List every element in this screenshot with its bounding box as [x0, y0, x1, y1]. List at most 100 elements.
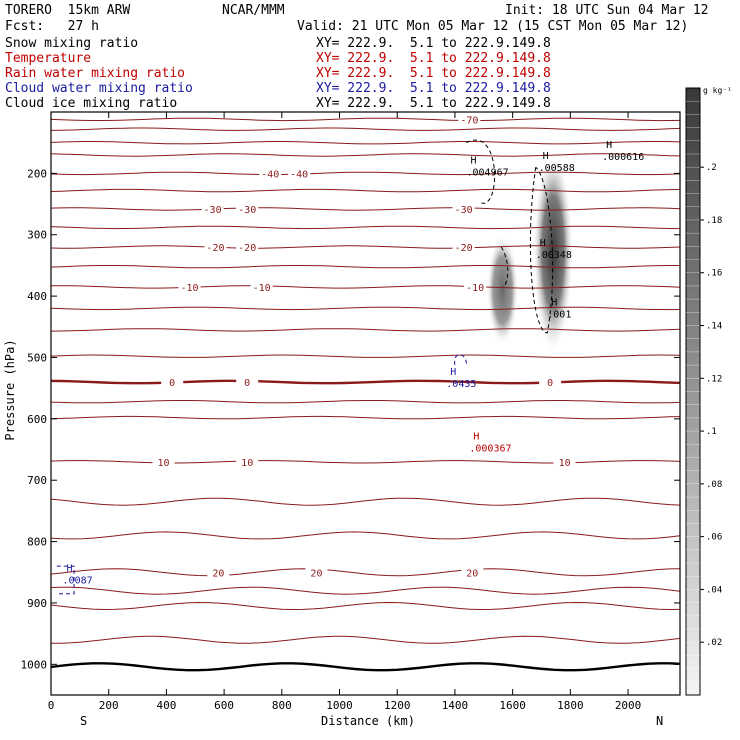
extrema-value-label: .000616	[602, 152, 644, 163]
x-tick-label: 2000	[615, 699, 642, 712]
isotherm-label: 10	[241, 458, 253, 469]
isotherm-label: 0	[244, 378, 250, 389]
isotherm-label: -30	[238, 205, 256, 216]
x-tick-label: 1400	[442, 699, 469, 712]
x-tick-label: 1000	[326, 699, 353, 712]
isotherm-line	[51, 207, 680, 211]
x-end-label-north: N	[656, 714, 663, 728]
isotherm-line	[51, 415, 680, 420]
extrema-value-label: .0087	[63, 575, 93, 586]
colorbar-unit: g kg⁻¹	[703, 86, 732, 95]
x-tick-label: 200	[99, 699, 119, 712]
isotherm-line	[51, 379, 680, 385]
extrema-value-label: .004967	[466, 167, 508, 178]
isotherm-line	[51, 285, 680, 289]
isotherm-label-bg	[539, 376, 562, 389]
isotherm-label-bg	[452, 241, 475, 254]
isotherm-label-bg	[553, 455, 576, 468]
isotherm-label: -70	[460, 115, 478, 126]
isotherm-label: 0	[547, 378, 553, 389]
isotherm-label-bg	[204, 241, 227, 254]
legend-xy-cloud-water: XY= 222.9. 5.1 to 222.9.149.8	[316, 81, 551, 96]
isotherm-label-bg	[236, 376, 259, 389]
isotherm-line	[51, 662, 680, 672]
isotherm-line	[51, 497, 680, 506]
snow-shaded-region	[486, 234, 519, 346]
isotherm-label: -40	[290, 169, 308, 180]
legend-name-rain: Rain water mixing ratio	[5, 66, 186, 81]
colorbar-tick-label: .2	[706, 163, 717, 173]
extrema-marker: H	[450, 367, 456, 378]
isotherm-label-bg	[178, 280, 201, 293]
extrema-value-label: .000367	[469, 444, 511, 455]
isotherm-line	[51, 141, 680, 145]
header-fcst: Fcst: 27 h	[5, 19, 99, 34]
legend-name-cloud-ice: Cloud ice mixing ratio	[5, 96, 178, 111]
isotherm-label-bg	[288, 167, 311, 180]
moisture-contours	[56, 139, 554, 595]
isotherm-label: 20	[466, 568, 478, 579]
isotherm-label-bg	[207, 566, 230, 579]
colorbar-tick-label: .02	[706, 638, 722, 648]
y-tick-label: 800	[27, 536, 47, 549]
mixing-ratio-contour	[56, 565, 75, 595]
mixing-ratio-contour	[500, 246, 509, 288]
y-tick-label: 400	[27, 290, 47, 303]
y-tick-label: 200	[27, 167, 47, 180]
isotherm-line	[51, 586, 680, 595]
y-tick-label: 1000	[21, 658, 48, 671]
x-axis-title: Distance (km)	[321, 714, 415, 728]
colorbar-tick-label: .14	[706, 322, 722, 332]
isotherm-line	[51, 188, 680, 193]
plot-frame	[50, 111, 681, 696]
extrema-marker: H	[67, 563, 73, 574]
extrema-marker: H	[470, 155, 476, 166]
x-tick-label: 1600	[499, 699, 526, 712]
y-tick-label: 900	[27, 597, 47, 610]
x-tick-label: 400	[156, 699, 176, 712]
isotherm-label: -10	[253, 283, 271, 294]
isotherm-label: 20	[212, 568, 224, 579]
extrema-marker: H	[551, 298, 557, 309]
legend-xy-temperature: XY= 222.9. 5.1 to 222.9.149.8	[316, 51, 551, 66]
isotherm-label-bg	[236, 241, 259, 254]
legend-xy-rain: XY= 222.9. 5.1 to 222.9.149.8	[316, 66, 551, 81]
isotherm-label: -40	[261, 169, 279, 180]
isotherm-label-bg	[461, 566, 484, 579]
isotherm-label: 10	[559, 458, 571, 469]
colorbar-tick-label: .04	[706, 585, 722, 595]
isotherm-label: 20	[310, 568, 322, 579]
extrema-labels: H.004967H.00588H.000616H.00348H.001H.043…	[63, 140, 645, 586]
isotherm-label-bg	[236, 202, 259, 215]
isotherm-label-bg	[152, 455, 175, 468]
extrema-marker: H	[606, 140, 612, 151]
temperature-contours: -70 -40 -40 -30 -30 -30 -20 -20 -20 -10 -10 -10 0 0 0 1…	[51, 113, 680, 672]
legend-xy-snow: XY= 222.9. 5.1 to 222.9.149.8	[316, 36, 551, 51]
isotherm-label: -20	[455, 243, 473, 254]
isotherm-label: -10	[180, 283, 198, 294]
legend-name-temperature: Temperature	[5, 51, 92, 66]
mixing-ratio-contour	[466, 139, 496, 204]
colorbar-tick-label: .12	[706, 374, 722, 384]
isotherm-line	[51, 354, 680, 358]
x-tick-label: 1200	[384, 699, 411, 712]
y-tick-label: 600	[27, 413, 47, 426]
isotherm-label-bg	[161, 376, 184, 389]
x-axis: 0 200 400 600 800 1000 1200 1400 1600 1800 2000	[48, 112, 642, 712]
colorbar-tick-label: .06	[706, 533, 722, 543]
y-tick-label: 700	[27, 474, 47, 487]
isotherm-label-bg	[458, 113, 481, 126]
header-init: Init: 18 UTC Sun 04 Mar 12	[505, 3, 709, 18]
isotherm-label-bg	[452, 202, 475, 215]
legend-name-cloud-water: Cloud water mixing ratio	[5, 81, 193, 96]
isotherm-label: -20	[206, 243, 224, 254]
isotherm-line	[51, 245, 680, 249]
isotherm-label: -20	[238, 243, 256, 254]
isotherm-line	[51, 225, 680, 230]
extrema-marker: H	[473, 432, 479, 443]
isotherm-line	[51, 306, 680, 311]
y-tick-label: 300	[27, 229, 47, 242]
extrema-value-label: .0435	[446, 379, 476, 390]
